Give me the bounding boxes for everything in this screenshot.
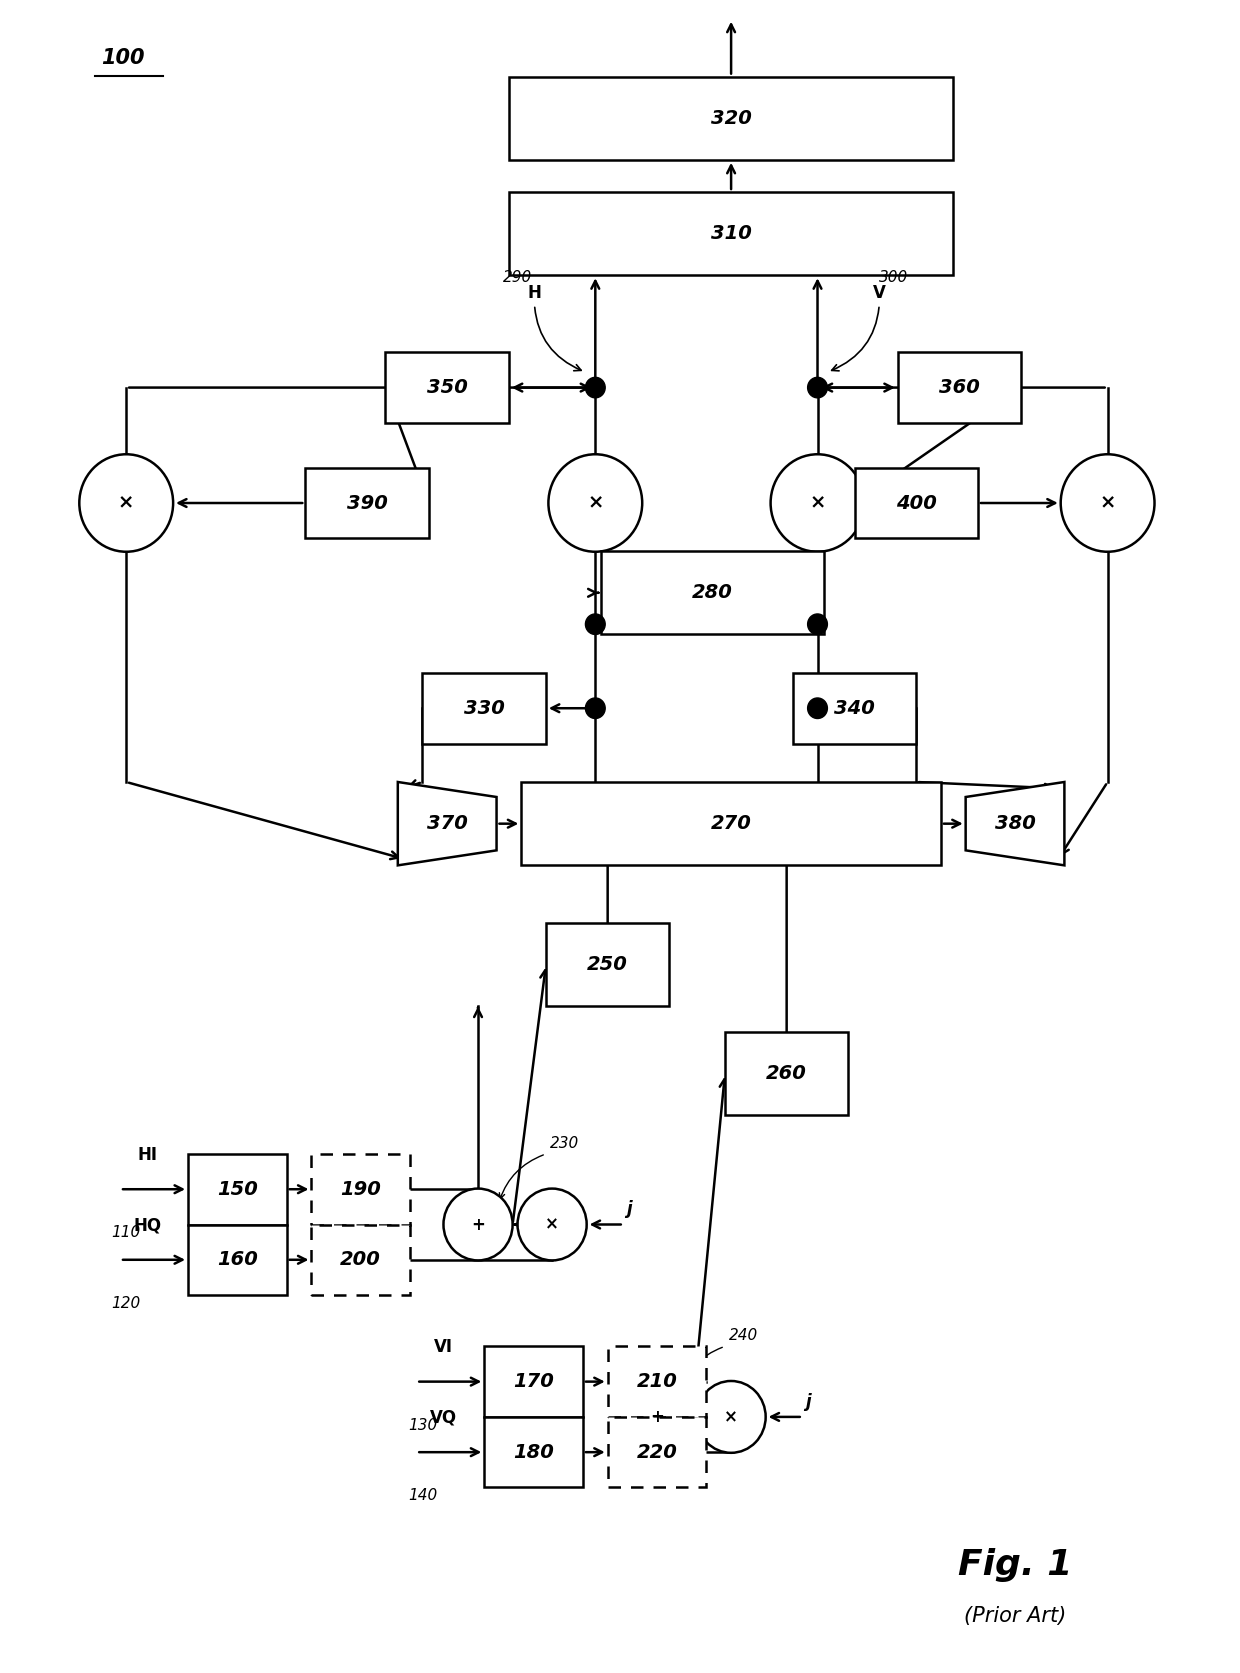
Text: VQ: VQ [430,1409,458,1427]
Bar [188,1154,286,1225]
Bar [898,353,1022,423]
Text: ×: × [546,1216,559,1233]
Text: (Prior Art): (Prior Art) [963,1606,1066,1626]
Text: HI: HI [138,1146,157,1164]
Bar [484,1347,583,1417]
Text: 210: 210 [636,1372,677,1392]
Text: +: + [471,1216,485,1233]
Circle shape [79,455,174,552]
Bar [423,673,546,743]
Text: Fig. 1: Fig. 1 [957,1549,1073,1583]
Text: VI: VI [434,1338,453,1357]
Text: 320: 320 [711,109,751,127]
Circle shape [585,698,605,718]
Text: 350: 350 [427,378,467,397]
Text: 190: 190 [340,1179,381,1200]
Text: 390: 390 [346,494,387,512]
Polygon shape [966,781,1064,865]
Text: 280: 280 [692,584,733,602]
Polygon shape [398,781,496,865]
Bar [521,781,941,865]
Bar [386,353,508,423]
Text: HQ: HQ [133,1216,161,1235]
Text: 330: 330 [464,699,505,718]
Bar [508,77,954,161]
Text: 300: 300 [879,271,909,286]
Circle shape [622,1380,692,1452]
Circle shape [807,378,827,398]
Text: H: H [527,284,582,371]
Text: j: j [626,1200,632,1218]
Text: 400: 400 [895,494,936,512]
Bar [725,1032,848,1116]
Circle shape [585,614,605,634]
Text: +: + [650,1409,663,1425]
Circle shape [444,1188,512,1260]
Text: 100: 100 [102,47,145,67]
Text: 200: 200 [340,1250,381,1270]
Text: ×: × [724,1409,738,1425]
Text: 180: 180 [513,1442,554,1462]
Text: ×: × [118,494,134,512]
Text: 160: 160 [217,1250,258,1270]
Bar [311,1154,410,1225]
Bar [188,1225,286,1295]
Text: 290: 290 [502,271,532,286]
Text: V: V [832,284,885,371]
Text: 340: 340 [835,699,875,718]
Text: 370: 370 [427,815,467,833]
Bar [792,673,916,743]
Text: ×: × [1100,494,1116,512]
Bar [601,550,823,634]
Text: 270: 270 [711,815,751,833]
Circle shape [585,378,605,398]
Circle shape [807,698,827,718]
Text: 140: 140 [408,1487,438,1502]
Text: 310: 310 [711,224,751,243]
Circle shape [517,1188,587,1260]
Bar [608,1347,707,1417]
Text: 130: 130 [408,1417,438,1432]
Text: j: j [805,1392,811,1410]
Circle shape [770,455,864,552]
Circle shape [807,614,827,634]
Bar [608,1417,707,1487]
Bar [484,1417,583,1487]
Text: 380: 380 [994,815,1035,833]
Text: 110: 110 [112,1225,141,1240]
Text: 220: 220 [636,1442,677,1462]
Text: 230: 230 [549,1136,579,1151]
Text: 170: 170 [513,1372,554,1392]
Circle shape [1060,455,1154,552]
Text: 120: 120 [112,1295,141,1310]
Bar [854,468,978,539]
Bar [546,923,670,1007]
Text: 360: 360 [939,378,980,397]
Text: 150: 150 [217,1179,258,1200]
Text: 260: 260 [766,1064,807,1084]
Circle shape [697,1380,765,1452]
Bar [311,1225,410,1295]
Bar [305,468,429,539]
Text: ×: × [810,494,826,512]
Text: 250: 250 [588,955,629,974]
Bar [508,192,954,276]
Text: ×: × [587,494,604,512]
Circle shape [548,455,642,552]
Text: 240: 240 [729,1328,758,1343]
